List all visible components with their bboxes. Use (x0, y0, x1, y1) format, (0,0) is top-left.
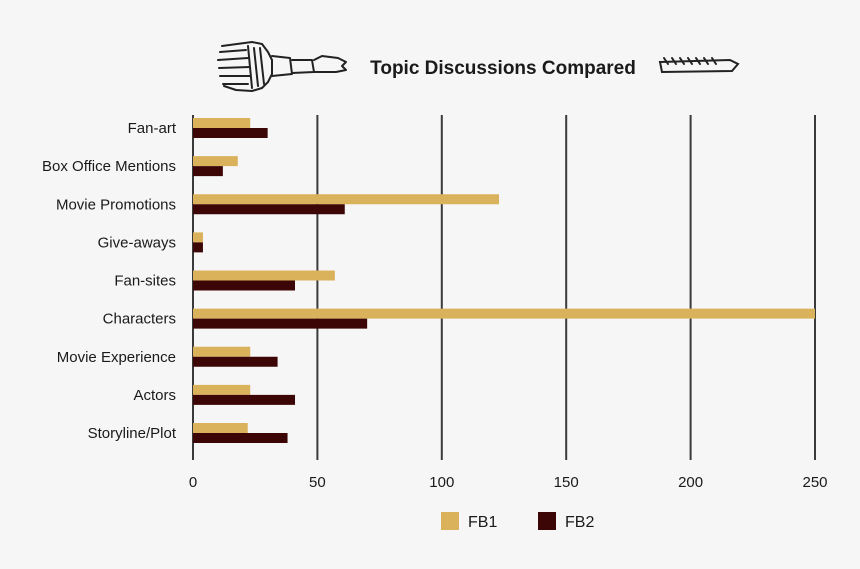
bar-fb1 (193, 384, 251, 395)
x-tick-labels: 0 50 100 150 200 250 (189, 474, 828, 491)
legend-label: FB2 (565, 514, 594, 531)
paintbrush-icon (217, 41, 347, 92)
category-label: Storyline/Plot (88, 425, 177, 442)
brush-stroke-icon (658, 57, 740, 74)
bar-fb1 (193, 346, 251, 357)
category-label: Box Office Mentions (42, 158, 176, 175)
bar-fb1 (193, 194, 500, 205)
legend-swatch-fb2 (538, 512, 556, 530)
category-label: Movie Promotions (56, 196, 176, 213)
legend-label: FB1 (468, 514, 497, 531)
x-tick-label: 250 (802, 474, 827, 491)
category-label: Fan-sites (114, 273, 176, 290)
bar-fb2 (193, 128, 268, 138)
bar-fb2 (193, 318, 368, 329)
bar-fb1 (193, 308, 815, 319)
bar-fb2 (193, 166, 223, 177)
bar-fb1 (193, 118, 251, 128)
x-tick-label: 50 (309, 474, 326, 491)
x-tick-label: 200 (678, 474, 703, 491)
category-label: Fan-art (128, 120, 177, 137)
bars (193, 118, 815, 443)
x-tick-label: 100 (429, 474, 454, 491)
bar-fb1 (193, 423, 248, 433)
bar-fb2 (193, 280, 296, 291)
category-label: Movie Experience (57, 349, 176, 366)
category-label: Characters (103, 311, 176, 328)
bar-fb2 (193, 356, 278, 367)
bar-fb2 (193, 242, 203, 253)
bar-fb1 (193, 270, 335, 281)
bar-fb2 (193, 394, 296, 405)
bar-fb1 (193, 232, 203, 243)
bar-fb1 (193, 156, 238, 167)
category-labels: Fan-art Box Office Mentions Movie Promotio… (42, 120, 177, 442)
bar-fb2 (193, 433, 288, 443)
x-tick-label: 0 (189, 474, 197, 491)
x-tick-label: 150 (554, 474, 579, 491)
legend: FB1 FB2 (441, 512, 594, 531)
legend-swatch-fb1 (441, 512, 459, 530)
category-label: Give-aways (98, 234, 176, 251)
category-label: Actors (133, 387, 176, 404)
bar-fb2 (193, 204, 345, 215)
chart-title: Topic Discussions Compared (370, 58, 636, 79)
